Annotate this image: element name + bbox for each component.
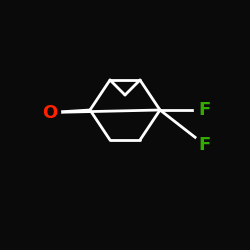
Circle shape	[40, 102, 60, 123]
Text: F: F	[199, 136, 211, 154]
Circle shape	[194, 100, 216, 120]
Circle shape	[194, 134, 216, 156]
Text: F: F	[199, 101, 211, 119]
Text: O: O	[42, 104, 58, 122]
